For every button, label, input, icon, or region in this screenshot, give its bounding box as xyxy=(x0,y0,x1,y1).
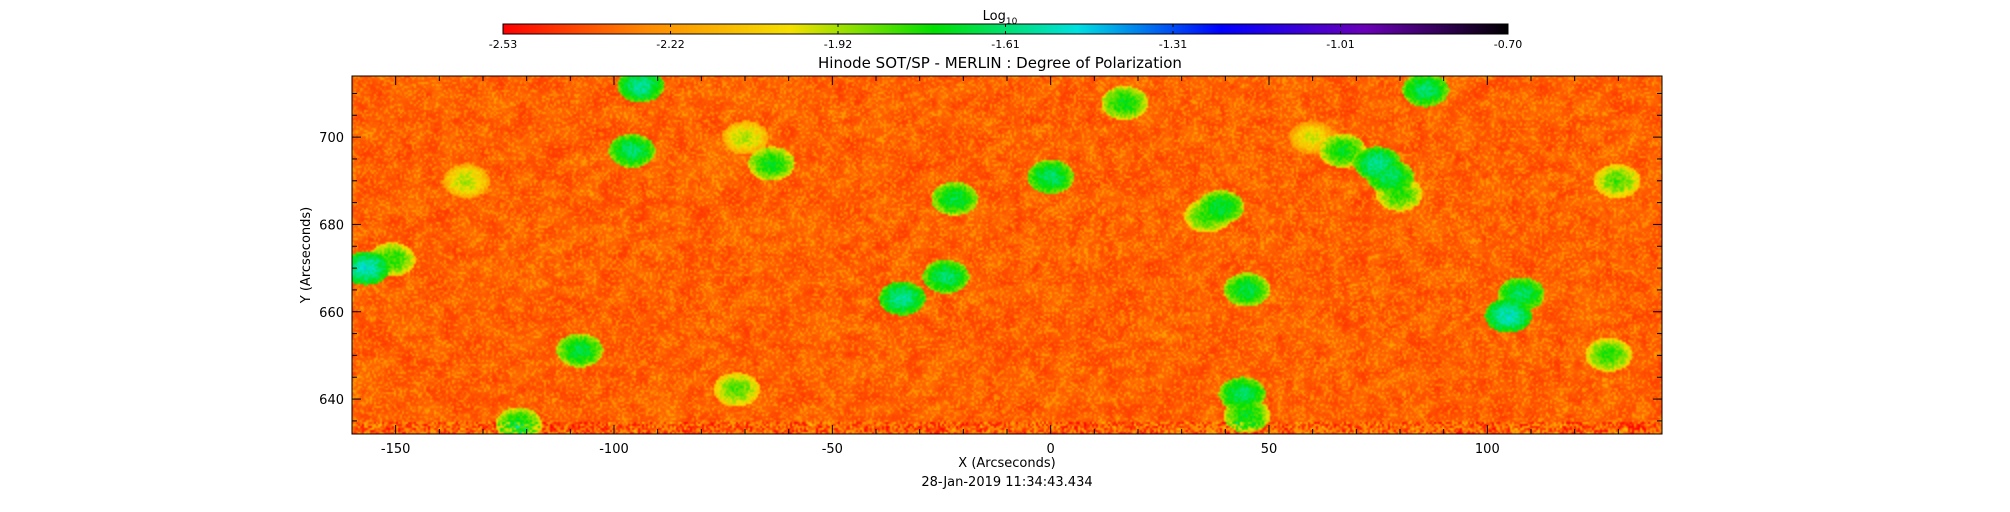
colorbar-ticks: -2.53 -2.22 -1.92 -1.61 -1.31 -1.01 -0.70 xyxy=(489,24,1522,51)
y-tick-label: 700 xyxy=(319,131,344,146)
colorbar-label: Log10 xyxy=(983,9,1018,27)
x-axis-ticks: -150 -100 -50 0 50 100 xyxy=(351,76,1663,457)
y-axis-ticks: 640 660 680 700 xyxy=(319,92,1662,422)
y-tick-label: 680 xyxy=(319,218,344,233)
plot-area: -150 -100 -50 0 50 100 640 660 680 700 xyxy=(319,75,1663,457)
x-tick-label: 100 xyxy=(1475,442,1500,457)
polarization-map xyxy=(352,76,1662,434)
colorbar: Log10 -2.53 -2.22 -1.92 -1.61 -1.31 -1.01 -0.7… xyxy=(489,9,1522,51)
x-axis-label: X (Arcseconds) xyxy=(958,456,1055,471)
x-tick-label: -100 xyxy=(599,442,629,457)
colorbar-tick-label: -1.92 xyxy=(824,38,852,51)
y-axis-label: Y (Arcseconds) xyxy=(299,207,314,304)
x-tick-label: -50 xyxy=(822,442,843,457)
colorbar-tick-label: -1.01 xyxy=(1326,38,1354,51)
colorbar-tick-label: -0.70 xyxy=(1494,38,1522,51)
x-tick-label: 0 xyxy=(1047,442,1055,457)
colorbar-tick-label: -1.31 xyxy=(1159,38,1187,51)
y-tick-label: 640 xyxy=(319,393,344,408)
y-tick-label: 660 xyxy=(319,306,344,321)
x-tick-label: 50 xyxy=(1261,442,1278,457)
colorbar-tick-label: -2.53 xyxy=(489,38,517,51)
colorbar-tick-label: -2.22 xyxy=(656,38,684,51)
chart-title: Hinode SOT/SP - MERLIN : Degree of Polar… xyxy=(818,54,1182,72)
timestamp: 28-Jan-2019 11:34:43.434 xyxy=(921,475,1092,490)
x-tick-label: -150 xyxy=(381,442,411,457)
colorbar-tick-label: -1.61 xyxy=(991,38,1019,51)
